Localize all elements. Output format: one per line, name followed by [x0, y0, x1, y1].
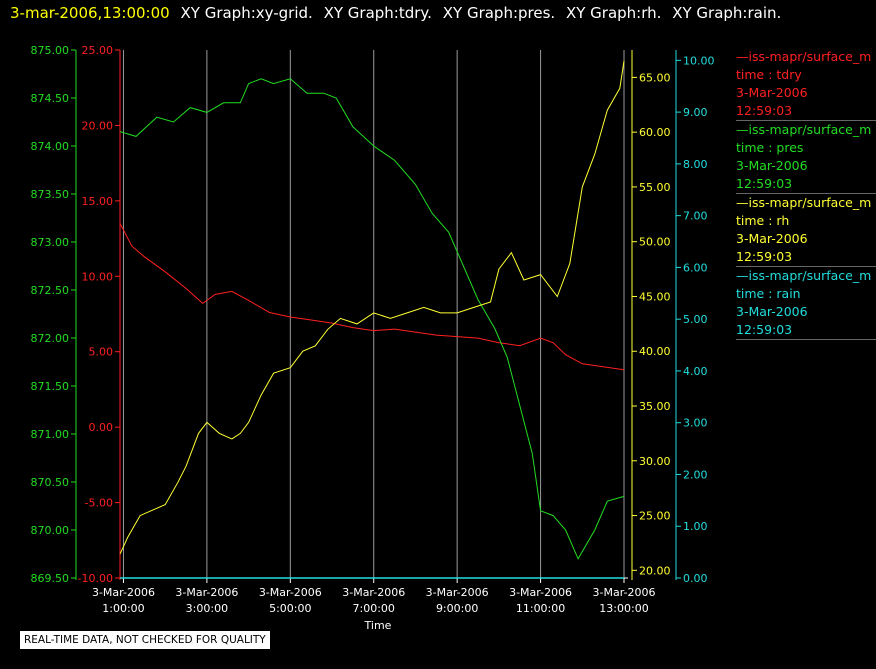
- graph-title-xy-grid: XY Graph:xy-grid.: [180, 4, 313, 22]
- rain-axis-tick-label: 5.00: [683, 313, 708, 326]
- pres-axis-tick-label: 874.00: [31, 140, 70, 153]
- rh-axis-tick-label: 60.00: [639, 126, 671, 139]
- series-line-pres: [119, 78, 625, 560]
- x-tick-label-time: 1:00:00: [102, 602, 144, 615]
- rh-axis-tick-label: 55.00: [639, 181, 671, 194]
- x-tick-label-time: 7:00:00: [353, 602, 395, 615]
- tdry-axis-tick-label: 15.00: [82, 195, 114, 208]
- rain-axis-tick-label: 9.00: [683, 106, 708, 119]
- legend-entry-tdry: —iss-mapr/surface_m time : tdry 3-Mar-20…: [736, 48, 876, 121]
- rain-axis-tick-label: 7.00: [683, 210, 708, 223]
- legend-series-name: —iss-mapr/surface_m: [736, 195, 872, 210]
- legend-series-name: —iss-mapr/surface_m: [736, 268, 872, 283]
- legend-time: 12:59:03: [736, 176, 793, 191]
- pres-axis-tick-label: 872.50: [31, 284, 70, 297]
- legend-time: 12:59:03: [736, 249, 793, 264]
- graph-title-rain: XY Graph:rain.: [672, 4, 782, 22]
- legend-label: time : rh: [736, 213, 790, 228]
- rh-axis-tick-label: 45.00: [639, 290, 671, 303]
- pres-axis-tick-label: 870.00: [31, 524, 70, 537]
- x-tick-label-date: 3-Mar-2006: [92, 586, 155, 599]
- series-line-rh: [119, 60, 625, 555]
- tdry-axis-tick-label: 20.00: [82, 119, 114, 132]
- legend-series-name: —iss-mapr/surface_m: [736, 49, 872, 64]
- rh-axis-tick-label: 35.00: [639, 400, 671, 413]
- rain-axis-tick-label: 0.00: [683, 572, 708, 585]
- legend-entry-rain: —iss-mapr/surface_m time : rain 3-Mar-20…: [736, 267, 876, 340]
- x-axis-title: Time: [364, 619, 392, 632]
- rh-axis-tick-label: 40.00: [639, 345, 671, 358]
- pres-axis-tick-label: 875.00: [31, 44, 70, 57]
- legend-time: 12:59:03: [736, 322, 793, 337]
- x-tick-label-time: 13:00:00: [599, 602, 648, 615]
- tdry-axis-tick-label: -10.00: [78, 572, 113, 585]
- header: 3-mar-2006,13:00:00 XY Graph:xy-grid. XY…: [10, 4, 781, 22]
- legend: —iss-mapr/surface_m time : tdry 3-Mar-20…: [736, 48, 876, 340]
- rain-axis-tick-label: 4.00: [683, 365, 708, 378]
- legend-date: 3-Mar-2006: [736, 158, 808, 173]
- pres-axis-tick-label: 871.00: [31, 428, 70, 441]
- pres-axis-tick-label: 873.00: [31, 236, 70, 249]
- legend-entry-rh: —iss-mapr/surface_m time : rh 3-Mar-2006…: [736, 194, 876, 267]
- legend-label: time : rain: [736, 286, 801, 301]
- tdry-axis-tick-label: -5.00: [85, 497, 113, 510]
- pres-axis-tick-label: 872.00: [31, 332, 70, 345]
- quality-disclaimer: REAL-TIME DATA, NOT CHECKED FOR QUALITY: [20, 631, 270, 649]
- series-line-tdry: [119, 223, 625, 371]
- rain-axis-tick-label: 1.00: [683, 520, 708, 533]
- rh-axis-tick-label: 25.00: [639, 510, 671, 523]
- tdry-axis-tick-label: 0.00: [89, 421, 114, 434]
- pres-axis-tick-label: 870.50: [31, 476, 70, 489]
- x-tick-label-date: 3-Mar-2006: [426, 586, 489, 599]
- x-tick-label-date: 3-Mar-2006: [175, 586, 238, 599]
- header-timestamp: 3-mar-2006,13:00:00: [10, 4, 170, 22]
- rain-axis-tick-label: 10.00: [683, 54, 715, 67]
- pres-axis-tick-label: 871.50: [31, 380, 70, 393]
- legend-label: time : pres: [736, 140, 804, 155]
- rain-axis-tick-label: 8.00: [683, 158, 708, 171]
- legend-entry-pres: —iss-mapr/surface_m time : pres 3-Mar-20…: [736, 121, 876, 194]
- pres-axis-tick-label: 873.50: [31, 188, 70, 201]
- graph-title-tdry: XY Graph:tdry.: [323, 4, 432, 22]
- tdry-axis-tick-label: 10.00: [82, 270, 114, 283]
- x-tick-label-date: 3-Mar-2006: [509, 586, 572, 599]
- x-tick-label-date: 3-Mar-2006: [593, 586, 656, 599]
- x-tick-label-time: 9:00:00: [436, 602, 478, 615]
- rh-axis-tick-label: 20.00: [639, 564, 671, 577]
- rh-axis-tick-label: 65.00: [639, 71, 671, 84]
- graph-title-rh: XY Graph:rh.: [565, 4, 662, 22]
- rain-axis-tick-label: 3.00: [683, 417, 708, 430]
- rh-axis-tick-label: 50.00: [639, 236, 671, 249]
- legend-date: 3-Mar-2006: [736, 231, 808, 246]
- legend-time: 12:59:03: [736, 103, 793, 118]
- legend-label: time : tdry: [736, 67, 802, 82]
- tdry-axis-tick-label: 5.00: [89, 346, 114, 359]
- legend-date: 3-Mar-2006: [736, 85, 808, 100]
- rh-axis-tick-label: 30.00: [639, 455, 671, 468]
- x-tick-label-time: 5:00:00: [269, 602, 311, 615]
- pres-axis-tick-label: 874.50: [31, 92, 70, 105]
- legend-series-name: —iss-mapr/surface_m: [736, 122, 872, 137]
- x-tick-label-date: 3-Mar-2006: [259, 586, 322, 599]
- x-tick-label-date: 3-Mar-2006: [342, 586, 405, 599]
- pres-axis-tick-label: 869.50: [31, 572, 70, 585]
- tdry-axis-tick-label: 25.00: [82, 44, 114, 57]
- rain-axis-tick-label: 6.00: [683, 261, 708, 274]
- legend-date: 3-Mar-2006: [736, 304, 808, 319]
- graph-title-pres: XY Graph:pres.: [442, 4, 556, 22]
- x-tick-label-time: 3:00:00: [186, 602, 228, 615]
- rain-axis-tick-label: 2.00: [683, 468, 708, 481]
- x-tick-label-time: 11:00:00: [516, 602, 565, 615]
